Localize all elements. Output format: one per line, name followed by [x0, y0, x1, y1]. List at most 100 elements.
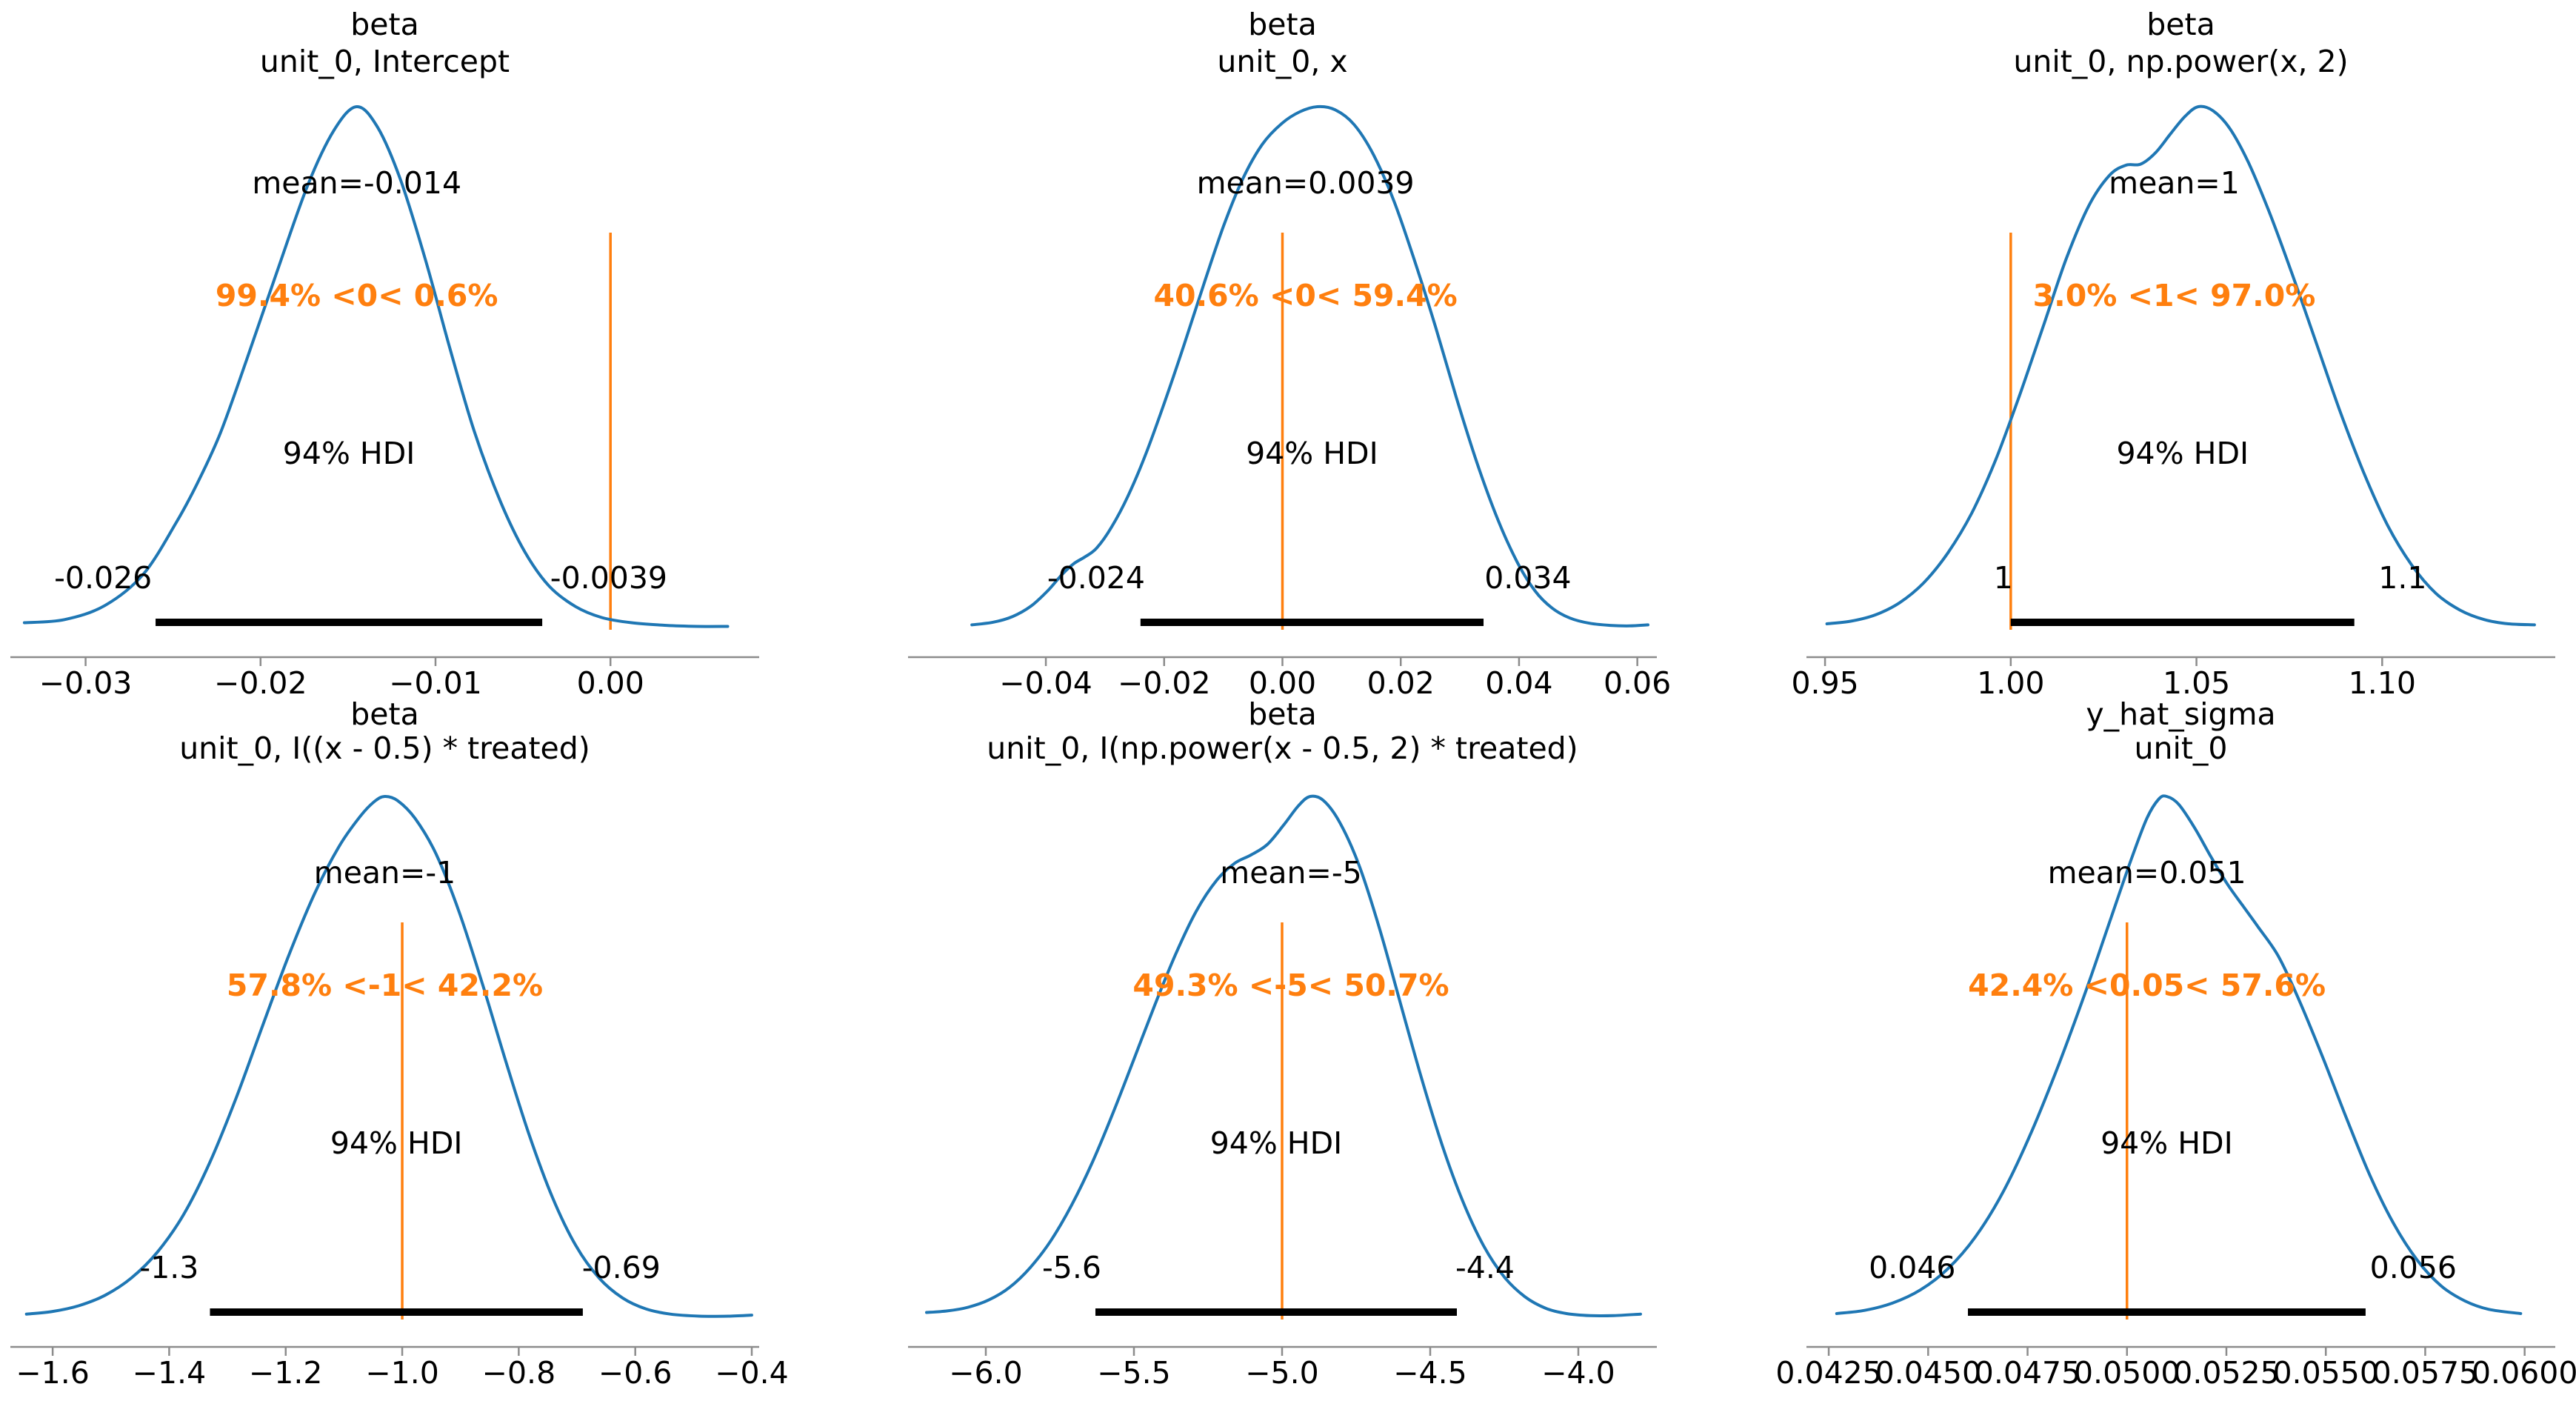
mean-label: mean=1	[2109, 165, 2240, 201]
hdi-bar	[1967, 1308, 2366, 1316]
x-tick-label: −1.6	[16, 1354, 90, 1390]
hdi-upper-label: -0.0039	[550, 560, 667, 596]
subplot-beta-x-treated: beta unit_0, I((x - 0.5) * treated) −1.6 −1…	[0, 701, 858, 1401]
x-tick-label: −5.0	[1246, 1354, 1320, 1390]
x-tick-label: −6.0	[950, 1354, 1024, 1390]
mean-label: mean=0.051	[2047, 855, 2246, 891]
x-tick-label: 1.05	[2163, 665, 2230, 701]
plot-title: beta	[350, 701, 418, 732]
hdi-bar	[156, 618, 543, 626]
ref-percentage-label: 3.0% <1< 97.0%	[2032, 278, 2315, 313]
kde-curve	[22, 105, 730, 628]
mean-label: mean=-1	[314, 855, 456, 891]
subplot-y-hat-sigma: y_hat_sigma unit_0 0.0425 0.0450 0.0475 0.050…	[1718, 701, 2576, 1401]
plot-subtitle: unit_0, x	[1218, 44, 1348, 79]
ref-percentage-label: 42.4% <0.05< 57.6%	[1968, 968, 2326, 1003]
x-tick-label: 0.00	[577, 665, 644, 701]
x-tick-label: 0.02	[1367, 665, 1435, 701]
kde-curve	[24, 794, 753, 1318]
mean-label: mean=-5	[1221, 855, 1362, 891]
plot-title: beta	[2146, 7, 2215, 42]
hdi-upper-label: 0.034	[1485, 560, 1572, 596]
x-tick-label: 1.10	[2348, 665, 2415, 701]
hdi-lower-label: -5.6	[1042, 1249, 1101, 1285]
x-tick-label: −1.4	[133, 1354, 207, 1390]
x-tick-label: 0.0450	[1875, 1355, 1981, 1391]
x-tick-label: 0.06	[1604, 665, 1671, 701]
kde-curve	[1835, 793, 2522, 1315]
kde-curve	[925, 794, 1643, 1317]
x-tick-label: 1.00	[1977, 665, 2044, 701]
plot-subtitle: unit_0, np.power(x, 2)	[2013, 44, 2348, 79]
ref-percentage-label: 99.4% <0< 0.6%	[216, 278, 498, 313]
hdi-band-label: 94% HDI	[1246, 436, 1378, 471]
x-tick-label: −0.02	[214, 665, 307, 701]
subplot-beta-x: beta unit_0, x −0.04 −0.02 0.00 0.02 0.04 0.06 -…	[858, 0, 1717, 701]
x-tick-label: −0.01	[389, 665, 482, 701]
x-tick-label: −1.2	[249, 1354, 323, 1390]
x-tick-label: 0.0600	[2472, 1355, 2576, 1391]
subplot-beta-intercept: beta unit_0, Intercept −0.03 −0.02 −0.01 0.00…	[0, 0, 858, 701]
x-tick-label: −0.02	[1118, 665, 1211, 701]
x-tick-label: 0.0575	[2372, 1355, 2477, 1391]
subplot-beta-x-squared: beta unit_0, np.power(x, 2) 0.95 1.00 1.05 1.…	[1718, 0, 2576, 701]
x-tick-label: 0.00	[1249, 665, 1316, 701]
x-tick-label: −4.5	[1394, 1354, 1468, 1390]
x-tick-label: 0.04	[1486, 665, 1553, 701]
ref-percentage-label: 49.3% <-5< 50.7%	[1133, 968, 1449, 1003]
hdi-band-label: 94% HDI	[283, 436, 416, 471]
hdi-band-label: 94% HDI	[2100, 1125, 2233, 1161]
subplot-beta-x-squared-treated: beta unit_0, I(np.power(x - 0.5, 2) * tre…	[858, 701, 1717, 1401]
hdi-upper-label: -4.4	[1455, 1249, 1515, 1285]
hdi-upper-label: 0.056	[2369, 1250, 2456, 1285]
hdi-lower-label: -0.026	[54, 560, 152, 596]
x-tick-label: −0.04	[1000, 665, 1093, 701]
hdi-band-label: 94% HDI	[330, 1125, 463, 1160]
hdi-lower-label: 1	[1993, 560, 2012, 596]
kde-curve	[970, 104, 1650, 628]
plot-subtitle: unit_0, Intercept	[260, 44, 510, 79]
plot-title: y_hat_sigma	[2086, 701, 2275, 732]
x-tick-label: −0.6	[598, 1354, 673, 1390]
x-tick-label: 0.0475	[1974, 1355, 2080, 1391]
x-tick-label: 0.0500	[2074, 1355, 2180, 1391]
plot-title: beta	[1249, 701, 1317, 732]
mean-label: mean=0.0039	[1197, 165, 1415, 201]
hdi-upper-label: 1.1	[2378, 560, 2426, 596]
ref-percentage-label: 57.8% <-1< 42.2%	[227, 968, 543, 1003]
x-tick-label: 0.95	[1791, 665, 1858, 701]
hdi-bar	[1095, 1308, 1458, 1316]
x-tick-label: −0.4	[715, 1354, 789, 1390]
hdi-upper-label: -0.69	[582, 1249, 661, 1285]
plot-subtitle: unit_0	[2134, 731, 2227, 766]
kde-curve	[1825, 104, 2536, 627]
plot-title: beta	[350, 7, 418, 42]
x-tick-label: 0.0425	[1775, 1355, 1881, 1391]
hdi-bar	[1141, 618, 1484, 626]
x-tick-label: −5.5	[1098, 1354, 1172, 1390]
plot-subtitle: unit_0, I((x - 0.5) * treated)	[179, 731, 590, 766]
hdi-bar	[2010, 619, 2355, 626]
plot-title: beta	[1249, 7, 1317, 42]
x-tick-label: −0.03	[39, 665, 133, 701]
mean-label: mean=-0.014	[252, 165, 461, 201]
x-tick-label: −4.0	[1542, 1354, 1616, 1390]
hdi-lower-label: -1.3	[139, 1249, 198, 1285]
hdi-band-label: 94% HDI	[1210, 1125, 1343, 1160]
hdi-lower-label: 0.046	[1869, 1250, 1955, 1285]
plot-subtitle: unit_0, I(np.power(x - 0.5, 2) * treated…	[987, 731, 1578, 766]
x-tick-label: 0.0525	[2173, 1355, 2279, 1391]
x-tick-label: −1.0	[365, 1354, 439, 1390]
x-tick-label: 0.0550	[2272, 1355, 2378, 1391]
hdi-bar	[210, 1308, 583, 1316]
ref-percentage-label: 40.6% <0< 59.4%	[1154, 278, 1458, 313]
hdi-band-label: 94% HDI	[2116, 436, 2249, 471]
hdi-lower-label: -0.024	[1047, 560, 1145, 596]
